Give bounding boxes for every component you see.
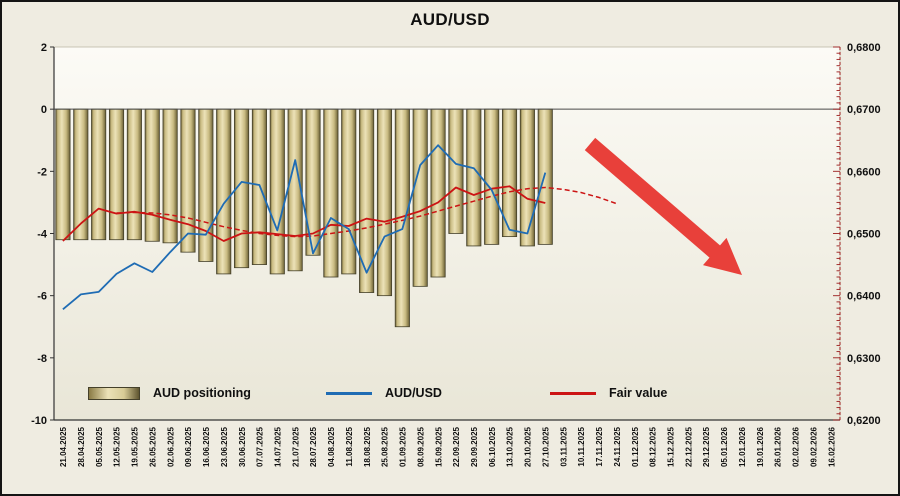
left-axis-label: -6 [37,291,47,303]
legend-label-audusd: AUD/USD [385,386,442,400]
fair-value-projection-line [116,186,617,238]
bar [412,108,428,287]
bar [448,108,464,234]
x-axis-label: 26.05.2025 [148,426,157,467]
bar [269,108,285,275]
x-axis-label: 23.06.2025 [220,426,229,467]
bar [91,108,107,241]
right-axis-label: 0,6800 [847,42,881,54]
chart-title: AUD/USD [410,10,490,29]
x-axis-label: 30.06.2025 [238,426,247,467]
bar [466,108,482,247]
x-axis-label: 15.12.2025 [667,426,676,467]
x-axis-label: 12.01.2026 [738,426,747,467]
x-axis-label: 24.11.2025 [613,426,622,466]
right-axis-label: 0,6400 [847,291,881,303]
x-axis-label: 12.05.2025 [113,426,122,467]
legend-label-fair-value: Fair value [609,386,668,400]
left-axis-label: -2 [37,166,47,178]
audusd-line [62,144,547,310]
fair-value-line [62,185,546,242]
x-axis-label: 09.06.2025 [184,426,193,467]
x-axis-label: 01.09.2025 [399,426,408,467]
bar [180,108,196,253]
x-axis-label: 02.02.2026 [792,426,801,467]
left-axis-label: -4 [37,229,48,241]
x-axis-label: 02.06.2025 [166,426,175,467]
left-axis-label: 2 [41,42,47,54]
right-axis-label: 0,6300 [847,353,881,365]
x-axis-label: 13.10.2025 [506,426,515,467]
bar [484,108,500,245]
x-axis-label: 27.10.2025 [542,426,551,467]
x-axis-label: 22.09.2025 [452,426,461,467]
forecast-down-arrow-icon [584,137,742,275]
x-axis-label: 14.07.2025 [274,426,283,467]
bar [323,108,339,278]
legend-item-fair-value: Fair value [550,382,667,404]
bar [359,108,375,293]
x-axis-label: 26.01.2026 [774,426,783,467]
x-axis-label: 08.12.2025 [649,426,658,467]
bar [341,108,357,275]
x-axis-label: 15.09.2025 [434,426,443,467]
legend-item-audusd: AUD/USD [326,382,442,404]
bar-series [55,108,553,328]
x-axis-label: 29.09.2025 [470,426,479,467]
legend: AUD positioning AUD/USD Fair value [54,382,840,406]
x-axis-label: 17.11.2025 [595,426,604,466]
left-axis-label: -10 [31,415,47,427]
bar [162,108,178,244]
right-axis-label: 0,6200 [847,415,881,427]
x-axis-label: 05.05.2025 [95,426,104,467]
legend-item-positioning: AUD positioning [88,382,251,404]
blue-line-swatch-icon [326,391,372,395]
bar [144,108,160,242]
bar-swatch-icon [88,386,140,400]
x-axis-label: 08.09.2025 [416,426,425,467]
x-axis-label: 03.11.2025 [559,426,568,466]
x-axis-label: 21.07.2025 [291,426,300,467]
legend-label-positioning: AUD positioning [153,386,251,400]
x-axis-label: 11.08.2025 [345,426,354,466]
x-axis-label: 28.04.2025 [77,426,86,467]
right-axis-label: 0,6500 [847,229,881,241]
x-axis-label: 28.07.2025 [309,426,318,467]
bar [376,108,393,297]
bar [537,108,553,245]
x-axis-label: 22.12.2025 [684,426,693,467]
x-axis-label: 19.05.2025 [131,426,140,467]
x-axis-label: 29.12.2025 [702,426,711,467]
bar [108,108,125,241]
bar [519,108,535,247]
x-axis-label: 05.01.2026 [720,426,729,467]
bar [216,108,232,275]
bar [430,108,446,278]
x-axis-label: 16.02.2026 [827,426,836,467]
bar [55,108,71,241]
x-axis-label: 21.04.2025 [59,426,68,467]
x-axis-label: 10.11.2025 [577,426,586,466]
x-axis-label: 25.08.2025 [381,426,390,467]
x-axis-label: 16.06.2025 [202,426,211,467]
axes: 2 0 -2 -4 -6 -8 -10 0,6800 0,6700 0,6600 0,6500 0,6… [31,42,881,467]
x-axis-label: 09.02.2026 [809,426,818,467]
x-axis-label: 07.07.2025 [256,426,265,467]
red-line-swatch-icon [550,391,596,395]
right-axis-label: 0,6600 [847,166,881,178]
x-axis-label: 18.08.2025 [363,426,372,467]
x-axis-label: 01.12.2025 [631,426,640,467]
bar [198,108,214,262]
left-axis-label: 0 [41,104,47,116]
x-axis-label: 06.10.2025 [488,426,497,467]
bar [126,108,142,241]
x-axis-label: 19.01.2026 [756,426,765,467]
x-axis-label: 04.08.2025 [327,426,336,467]
left-axis-label: -8 [37,353,47,365]
x-axis-label: 20.10.2025 [524,426,533,467]
right-axis-label: 0,6700 [847,104,881,116]
